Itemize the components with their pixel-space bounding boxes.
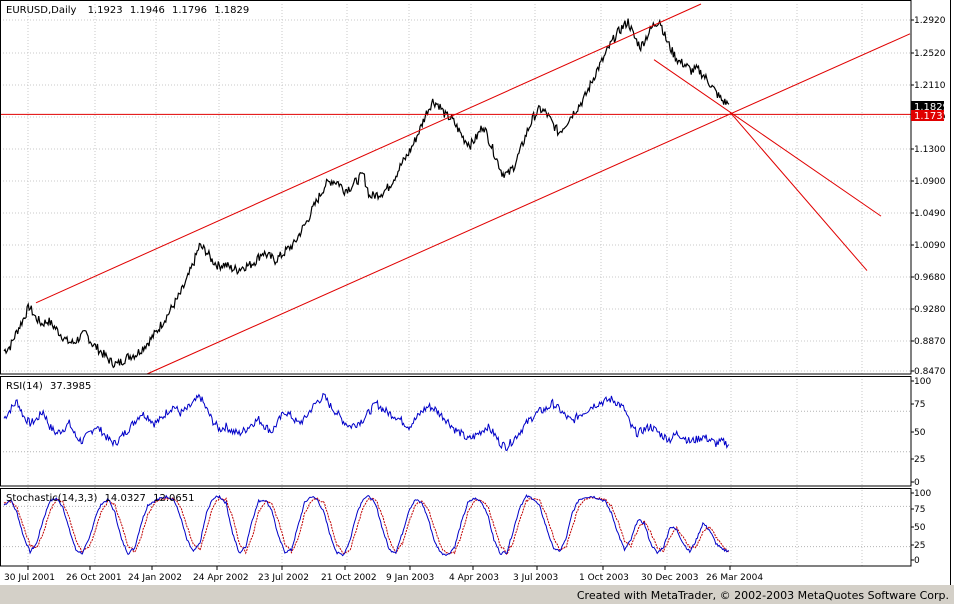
price-tick-label: 1.1300 <box>914 145 946 155</box>
stoch-tick-label: 50 <box>914 523 926 533</box>
stoch-main-line <box>3 493 730 557</box>
x-tick-label: 30 Dec 2003 <box>641 573 699 583</box>
price-tick-label: 1.0090 <box>914 241 946 251</box>
rsi-tick-label: 25 <box>914 455 925 465</box>
x-tick-label: 21 Oct 2002 <box>321 573 377 583</box>
price-tick-label: 1.0900 <box>914 177 946 187</box>
trendline-fan-2 <box>729 111 868 271</box>
series-layer <box>3 18 730 557</box>
price-tick-label: 0.9680 <box>914 273 946 283</box>
rsi-tick-label: 0 <box>914 478 920 488</box>
price-tick-label: 0.8870 <box>914 337 946 347</box>
indicator-levels <box>0 410 911 548</box>
footer-credit: Created with MetaTrader, © 2002-2003 Met… <box>577 589 949 602</box>
rsi-panel-frame <box>0 376 912 487</box>
last-price-label-bg <box>911 101 944 112</box>
x-tick-label: 3 Jul 2003 <box>513 573 558 583</box>
price-tick-label: 0.9280 <box>914 305 946 315</box>
x-tick-label: 26 Mar 2004 <box>706 573 763 583</box>
stoch-tick-label: 100 <box>914 489 931 499</box>
x-tick-label: 24 Jan 2002 <box>128 573 182 583</box>
rsi-tick-label: 50 <box>914 428 926 438</box>
last-price-label: 1.1829 <box>914 102 949 113</box>
rsi-tick-label: 100 <box>914 377 931 387</box>
price-tick-label: 1.0490 <box>914 209 946 219</box>
rsi-panel-title: RSI(14) 37.3985 <box>6 381 91 392</box>
horizontal-line-label: 1.1733 <box>914 111 949 122</box>
rsi-series-line <box>3 392 730 452</box>
grid <box>0 4 911 566</box>
trendline-channel-lower <box>146 33 911 375</box>
horizontal-line-label-bg <box>911 110 944 121</box>
trendline-channel-upper <box>35 3 702 304</box>
x-tick-label: 1 Oct 2003 <box>579 573 629 583</box>
stoch-tick-label: 25 <box>914 541 925 551</box>
axis-ticks: 1.29201.25201.21101.17001.13001.09001.04… <box>4 16 946 583</box>
stoch-signal-line <box>3 495 730 556</box>
x-tick-label: 24 Apr 2002 <box>193 573 249 583</box>
footer-bar <box>0 585 954 604</box>
price-tick-label: 1.2520 <box>914 49 946 59</box>
stoch-tick-label: 0 <box>914 556 920 566</box>
x-tick-label: 9 Jan 2003 <box>386 573 434 583</box>
x-tick-label: 26 Oct 2001 <box>66 573 122 583</box>
price-tick-label: 1.2920 <box>914 16 946 26</box>
price-panel-frame <box>0 0 912 375</box>
price-tick-label: 1.2110 <box>914 81 946 91</box>
trendlines <box>0 3 911 375</box>
stoch-tick-label: 75 <box>914 505 925 515</box>
stoch-panel-title: Stochastic(14,3,3) 14.0327 12.0651 <box>6 493 194 504</box>
x-tick-label: 23 Jul 2002 <box>258 573 309 583</box>
x-tick-label: 30 Jul 2001 <box>4 573 55 583</box>
price-panel-title: EURUSD,Daily 1.1923 1.1946 1.1796 1.1829 <box>6 5 249 16</box>
price-tick-label: 0.8470 <box>914 367 946 377</box>
x-tick-label: 4 Apr 2003 <box>449 573 499 583</box>
trendline-fan-1 <box>653 59 882 217</box>
rsi-tick-label: 75 <box>914 400 925 410</box>
price-series-line <box>3 18 730 369</box>
